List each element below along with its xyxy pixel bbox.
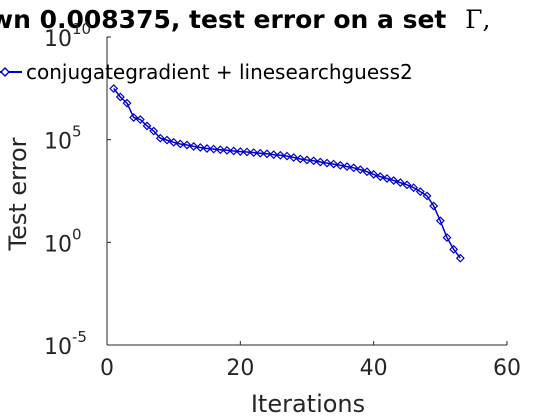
data-point xyxy=(155,133,165,143)
data-point xyxy=(342,162,352,172)
legend: conjugategradient + linesearchguess2 xyxy=(0,60,413,84)
chart-title-text: wn 0.008375, test error on a set xyxy=(0,5,446,34)
data-point xyxy=(269,150,279,160)
data-point xyxy=(429,201,439,211)
data-point xyxy=(249,148,259,158)
legend-marker xyxy=(0,67,10,77)
x-tick-label: 40 xyxy=(360,356,388,381)
data-point xyxy=(282,151,292,161)
data-point xyxy=(189,141,199,151)
y-tick-label: 1010 xyxy=(44,20,91,52)
data-point xyxy=(375,172,385,182)
data-point xyxy=(242,147,252,157)
data-point xyxy=(329,159,339,169)
x-tick-label: 0 xyxy=(100,356,114,381)
x-axis-label: Iterations xyxy=(251,390,365,418)
y-axis-label: Test error xyxy=(4,137,32,251)
data-point xyxy=(409,183,419,193)
data-point xyxy=(315,157,325,167)
data-point xyxy=(169,137,179,147)
data-point xyxy=(335,160,345,170)
data-point xyxy=(295,154,305,164)
data-point xyxy=(275,150,285,160)
legend-label: conjugategradient + linesearchguess2 xyxy=(26,60,413,84)
data-point xyxy=(122,98,132,108)
data-point xyxy=(322,158,332,168)
data-point xyxy=(442,233,452,243)
data-point xyxy=(422,191,432,201)
data-point xyxy=(255,148,265,158)
data-point xyxy=(215,145,225,155)
data-point xyxy=(289,153,299,162)
data-point xyxy=(355,165,365,175)
data-point xyxy=(135,115,145,124)
data-point xyxy=(129,113,139,122)
x-tick-label: 60 xyxy=(493,356,521,381)
data-point xyxy=(362,167,372,177)
data-point xyxy=(435,216,445,226)
chart-title-symbol: Γ, xyxy=(465,5,490,34)
data-point xyxy=(302,155,312,165)
data-point xyxy=(455,253,465,263)
data-point xyxy=(149,126,159,136)
data-point xyxy=(382,174,392,183)
plot-area: 0 20 40 60 10-5 100 105 1010 conjugategradient +… xyxy=(0,20,521,381)
chart-title: wn 0.008375, test error on a set Γ, xyxy=(0,5,490,34)
data-point xyxy=(175,139,185,149)
data-point xyxy=(369,169,379,179)
x-tick-label: 20 xyxy=(226,356,254,381)
data-point xyxy=(449,244,459,254)
data-point xyxy=(202,144,212,153)
data-point xyxy=(142,121,152,131)
data-point xyxy=(309,156,319,166)
data-point xyxy=(115,92,125,102)
y-tick-label: 100 xyxy=(44,225,82,257)
data-point xyxy=(195,143,205,152)
data-point xyxy=(415,187,425,197)
data-point xyxy=(229,146,239,156)
data-point xyxy=(235,147,245,157)
data-point xyxy=(109,84,119,93)
y-tick-label: 10-5 xyxy=(44,328,87,360)
data-point xyxy=(209,144,219,154)
data-point xyxy=(389,176,399,185)
data-point xyxy=(182,140,192,150)
data-point xyxy=(162,135,172,145)
data-point xyxy=(222,145,232,155)
data-point xyxy=(402,180,412,190)
data-point xyxy=(262,149,272,159)
data-point xyxy=(395,178,405,188)
y-tick-label: 105 xyxy=(44,123,82,155)
data-point xyxy=(349,163,359,173)
